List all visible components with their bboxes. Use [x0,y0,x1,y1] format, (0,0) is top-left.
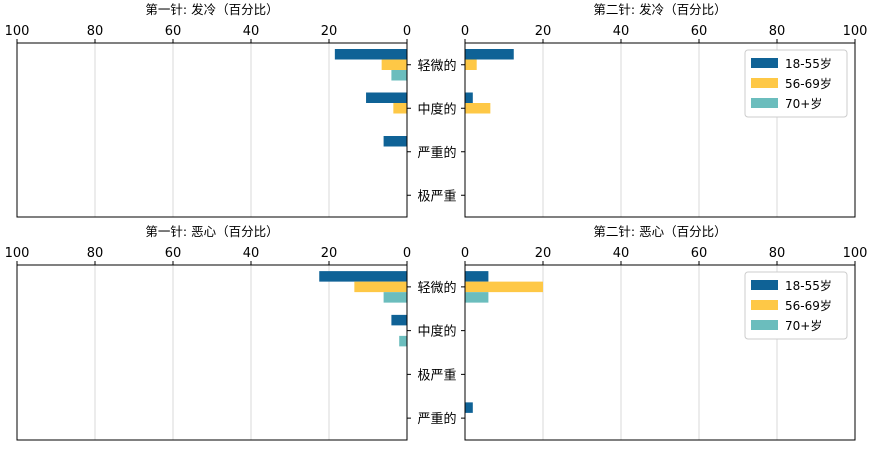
legend-swatch [751,320,778,330]
x-tick-label: 60 [691,246,708,261]
category-label: 严重的 [417,411,456,427]
x-tick-label: 40 [613,24,630,39]
category-label: 轻微的 [417,280,456,296]
category-label: 极严重 [417,188,456,204]
category-label: 严重的 [417,145,456,161]
legend-label: 56-69岁 [785,298,832,313]
plot-frame [464,264,856,441]
x-tick-label: 100 [5,246,30,261]
legend-swatch [751,58,778,68]
bar-70+岁 [399,335,407,347]
bar-18-55岁 [465,92,473,103]
x-tick-label: 60 [691,24,708,39]
plot-frame [464,42,856,218]
bar-56-69岁 [465,281,543,293]
legend: 18-55岁 56-69岁 70+岁 [744,49,848,118]
bar-18-55岁 [334,49,407,60]
x-tick-label: 60 [165,24,182,39]
x-tick-label: 40 [613,246,630,261]
bar-56-69岁 [465,59,477,70]
chart-panel-2: 第二针: 发冷（百分比） 0 20 40 60 80 100 18-55岁 56-69岁 70+岁 [461,2,868,218]
x-tick-label: 20 [535,246,552,261]
chart-title: 第一针: 恶心（百分比） [145,224,278,239]
bar-18-55岁 [319,271,407,282]
legend-label: 18-55岁 [785,56,832,71]
x-tick-label: 0 [461,24,469,39]
x-tick-label: 80 [769,246,786,261]
bar-18-55岁 [465,49,514,60]
bar-56-69岁 [354,281,407,293]
bar-70+岁 [465,292,489,303]
category-label: 中度的 [417,324,456,340]
legend-swatch [751,280,778,290]
x-tick-label: 60 [165,246,182,261]
legend: 18-55岁 56-69岁 70+岁 [744,271,848,340]
x-tick-label: 40 [243,246,260,261]
legend-label: 70+岁 [785,318,822,333]
bar-18-55岁 [391,314,407,326]
chart-title: 第二针: 发冷（百分比） [593,2,726,17]
chart-panel-1: 第一针: 发冷（百分比） 0 20 40 60 80 100 [5,2,411,218]
category-label: 轻微的 [417,58,456,74]
category-label: 极严重 [417,367,456,383]
legend-label: 18-55岁 [785,278,832,293]
bar-70+岁 [391,70,407,81]
bar-56-69岁 [393,103,407,114]
legend-swatch [751,78,778,88]
x-tick-label: 20 [535,24,552,39]
legend-label: 56-69岁 [785,76,832,91]
legend-label: 70+岁 [785,96,822,111]
x-tick-label: 40 [243,24,260,39]
x-tick-label: 20 [321,24,338,39]
bar-18-55岁 [465,271,489,282]
bar-18-55岁 [465,402,473,413]
plot-frame [16,42,408,218]
chart-panel-4: 第二针: 恶心（百分比） 0 20 40 60 80 100 18-55岁 56-69岁 70+岁 [461,224,868,441]
x-tick-label: 80 [87,24,104,39]
bar-18-55岁 [366,92,407,103]
x-tick-label: 0 [403,246,411,261]
x-tick-label: 20 [321,246,338,261]
bar-70+岁 [383,292,407,303]
plot-frame [16,264,408,441]
x-tick-label: 100 [5,24,30,39]
category-label: 中度的 [417,101,456,117]
x-tick-label: 80 [769,24,786,39]
legend-swatch [751,98,778,108]
x-tick-label: 80 [87,246,104,261]
bar-56-69岁 [381,59,407,70]
chart-title: 第一针: 发冷（百分比） [145,2,278,17]
chart-panel-3: 第一针: 恶心（百分比） 0 20 40 60 80 100 [5,224,411,441]
x-tick-label: 0 [403,24,411,39]
bar-56-69岁 [465,103,491,114]
bar-18-55岁 [383,136,407,147]
legend-swatch [751,300,778,310]
x-tick-label: 0 [461,246,469,261]
x-tick-label: 100 [843,24,868,39]
x-tick-label: 100 [843,246,868,261]
chart-title: 第二针: 恶心（百分比） [593,224,726,239]
